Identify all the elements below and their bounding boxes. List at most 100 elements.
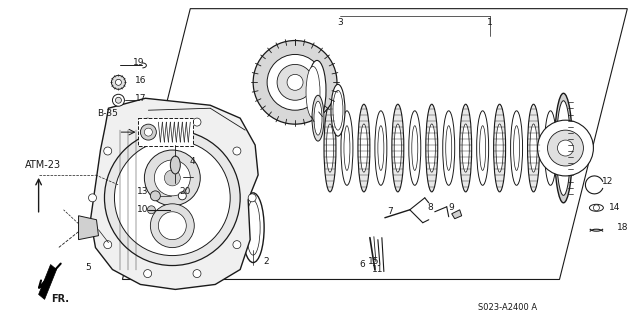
Ellipse shape [428, 124, 435, 172]
Ellipse shape [479, 126, 486, 170]
Text: 12: 12 [602, 177, 613, 186]
Circle shape [104, 130, 240, 265]
Ellipse shape [412, 126, 418, 170]
Circle shape [538, 120, 593, 176]
Ellipse shape [378, 126, 384, 170]
Ellipse shape [409, 111, 420, 185]
Circle shape [164, 170, 180, 186]
Ellipse shape [477, 111, 488, 185]
Ellipse shape [358, 104, 370, 192]
Text: 16: 16 [134, 76, 146, 85]
Circle shape [143, 118, 152, 126]
Ellipse shape [443, 111, 454, 185]
Ellipse shape [312, 95, 324, 141]
Polygon shape [38, 264, 56, 300]
Ellipse shape [530, 124, 537, 172]
Text: 18: 18 [616, 223, 628, 232]
Circle shape [111, 75, 125, 89]
Ellipse shape [589, 204, 604, 211]
Text: 7: 7 [387, 207, 393, 216]
Circle shape [593, 205, 600, 211]
Ellipse shape [394, 124, 401, 172]
Text: 14: 14 [609, 203, 620, 212]
Ellipse shape [545, 111, 557, 185]
Ellipse shape [445, 126, 452, 170]
Text: 4: 4 [189, 158, 195, 167]
Ellipse shape [341, 111, 353, 185]
Circle shape [115, 140, 230, 256]
Circle shape [104, 241, 112, 249]
Ellipse shape [306, 66, 320, 118]
Text: ATM-23: ATM-23 [24, 160, 61, 170]
Circle shape [287, 74, 303, 90]
Text: 6: 6 [359, 260, 365, 269]
Circle shape [193, 270, 201, 278]
Circle shape [145, 150, 200, 206]
Ellipse shape [496, 124, 503, 172]
Circle shape [179, 192, 186, 200]
Circle shape [267, 55, 323, 110]
Ellipse shape [392, 104, 404, 192]
Text: 17: 17 [134, 94, 146, 103]
Bar [138, 118, 193, 146]
Ellipse shape [170, 156, 180, 174]
Text: 15: 15 [368, 257, 380, 266]
Ellipse shape [426, 104, 438, 192]
Text: 8: 8 [427, 203, 433, 212]
Circle shape [115, 97, 122, 103]
Text: 9: 9 [449, 203, 454, 212]
Ellipse shape [246, 200, 260, 255]
Ellipse shape [547, 126, 554, 170]
Circle shape [233, 241, 241, 249]
Circle shape [253, 41, 337, 124]
Text: 19: 19 [132, 58, 144, 67]
Ellipse shape [554, 93, 572, 203]
Text: 2: 2 [263, 257, 269, 266]
Circle shape [557, 140, 573, 156]
Ellipse shape [557, 101, 570, 195]
Circle shape [150, 191, 161, 201]
Ellipse shape [513, 126, 520, 170]
Circle shape [547, 130, 584, 166]
Circle shape [150, 204, 195, 248]
Circle shape [104, 147, 112, 155]
Polygon shape [79, 216, 99, 240]
Circle shape [115, 79, 122, 85]
Ellipse shape [242, 193, 264, 263]
Ellipse shape [308, 60, 326, 120]
Ellipse shape [375, 111, 387, 185]
Ellipse shape [344, 126, 350, 170]
Ellipse shape [324, 104, 336, 192]
Circle shape [154, 160, 190, 196]
Circle shape [158, 212, 186, 240]
Text: 1: 1 [487, 18, 493, 27]
Text: 5: 5 [86, 263, 92, 272]
Ellipse shape [511, 111, 522, 185]
Ellipse shape [314, 101, 322, 135]
Text: 10: 10 [136, 205, 148, 214]
Ellipse shape [331, 84, 345, 136]
Text: B-35: B-35 [97, 109, 118, 118]
Circle shape [233, 147, 241, 155]
Text: FR.: FR. [52, 294, 70, 304]
Ellipse shape [462, 124, 469, 172]
Circle shape [248, 194, 256, 202]
Text: 11: 11 [372, 265, 383, 274]
Circle shape [140, 124, 156, 140]
Polygon shape [452, 210, 461, 219]
Circle shape [88, 194, 97, 202]
Ellipse shape [493, 104, 506, 192]
Text: S023-A2400 A: S023-A2400 A [478, 303, 537, 312]
Polygon shape [122, 9, 627, 279]
Ellipse shape [460, 104, 472, 192]
Circle shape [277, 64, 313, 100]
Ellipse shape [360, 124, 367, 172]
Circle shape [193, 118, 201, 126]
Ellipse shape [527, 104, 540, 192]
Text: 13: 13 [136, 187, 148, 197]
Text: 3: 3 [337, 18, 343, 27]
Ellipse shape [326, 124, 333, 172]
Text: 20: 20 [180, 187, 191, 197]
Circle shape [143, 270, 152, 278]
Polygon shape [90, 98, 258, 289]
